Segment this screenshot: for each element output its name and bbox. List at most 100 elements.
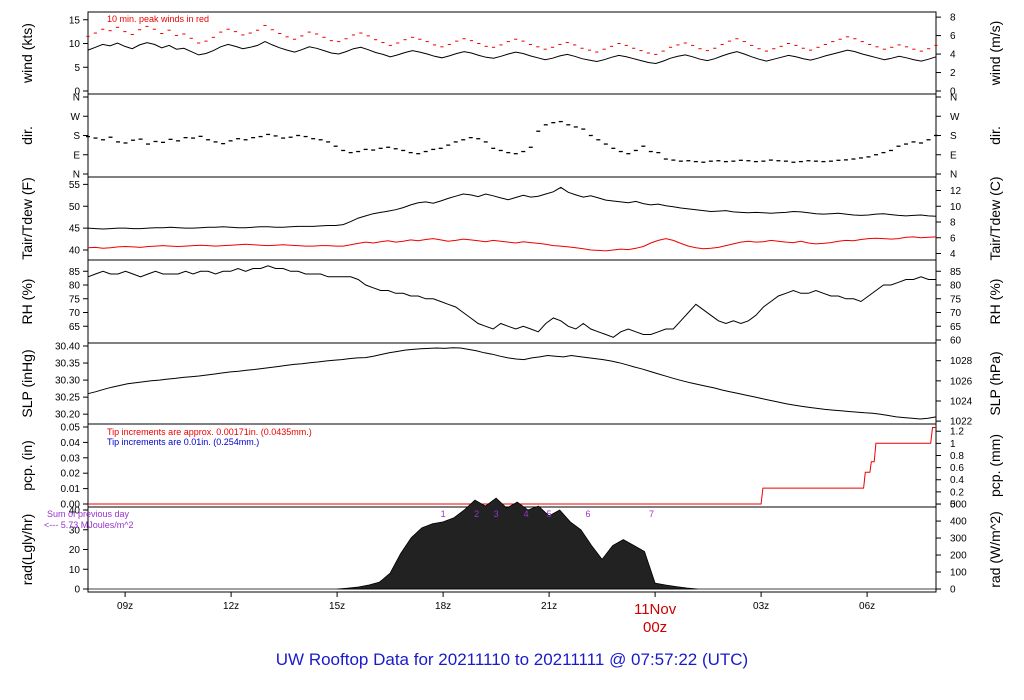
temperature-series-line	[87, 186, 937, 230]
precipitation-right-tick-label: 0.6	[950, 463, 964, 474]
wind-left-label: wind (kts)	[19, 23, 35, 84]
pressure-right-tick-label: 1022	[950, 417, 973, 428]
radiation-right-tick-label: 200	[950, 551, 967, 562]
wind-left-tick-label: 5	[74, 63, 80, 74]
precipitation-note-red: Tip increments are approx. 0.00171in. (0…	[107, 427, 312, 437]
precipitation-left-tick-label: 0.02	[61, 469, 81, 480]
radiation-marker-label: 5	[547, 509, 552, 519]
precipitation-right-tick-label: 0.4	[950, 475, 964, 486]
wind-right-label: wind (m/s)	[987, 21, 1003, 87]
radiation-left-tick-label: 10	[69, 565, 81, 576]
temperature-frame	[87, 176, 937, 261]
direction-left-label: dir.	[19, 126, 35, 145]
precipitation-left-tick-label: 0.03	[61, 453, 81, 464]
wind-right-tick-label: 4	[950, 50, 956, 61]
radiation-left-tick-label: 20	[69, 545, 81, 556]
precipitation-left-tick-label: 0.04	[61, 438, 81, 449]
direction-right-tick-label: N	[950, 93, 957, 104]
panel-precipitation: 0.00 0.01 0.02 0.03 0.04 0.05 0 0.20.40.60.811.…	[19, 423, 1003, 511]
radiation-marker-label: 6	[585, 509, 590, 519]
pressure-right-tick-label: 1026	[950, 376, 973, 387]
direction-left-tick-label: N	[73, 170, 80, 181]
pressure-left-tick-label: 30.30	[55, 376, 80, 387]
precipitation-right-tick-label: 1	[950, 439, 956, 450]
wind-left-tick-label: 15	[69, 15, 81, 26]
pressure-right-tick-label: 1024	[950, 396, 973, 407]
pressure-right-label: SLP (hPa)	[987, 351, 1003, 415]
date-label: 11Nov	[634, 601, 677, 618]
radiation-marker-label: 2	[474, 509, 479, 519]
direction-right-tick-label: W	[950, 112, 960, 123]
direction-right-tick-label: S	[950, 131, 957, 142]
humidity-left-label: RH (%)	[19, 279, 35, 325]
temperature-left-tick-label: 50	[69, 202, 81, 213]
pressure-left-tick-label: 30.40	[55, 342, 80, 353]
humidity-right-tick-label: 60	[950, 336, 962, 347]
radiation-right-tick-label: 400	[950, 517, 967, 528]
x-tick-label: 21z	[541, 601, 557, 612]
radiation-right-tick-label: 0	[950, 585, 956, 596]
temperature-left-tick-label: 40	[69, 246, 81, 257]
pressure-left-label: SLP (inHg)	[19, 349, 35, 417]
precipitation-right-tick-label: 0.8	[950, 451, 964, 462]
date-tick-label: 00z	[643, 619, 667, 636]
direction-right-label: dir.	[987, 126, 1003, 145]
humidity-series-line	[87, 265, 936, 338]
x-tick-label: 03z	[753, 601, 769, 612]
temperature-left-tick-label: 45	[69, 224, 81, 235]
direction-right-tick-label: E	[950, 150, 957, 161]
pressure-left-tick-label: 30.20	[55, 410, 80, 421]
precipitation-left-tick-label: 0.01	[61, 484, 81, 495]
temperature-right-tick-label: 12	[950, 186, 962, 197]
wind-right-tick-label: 8	[950, 13, 956, 24]
precipitation-series-line	[88, 427, 936, 505]
wind-left-tick-label: 0	[74, 87, 80, 98]
wind-series-line	[87, 41, 937, 65]
panel-temperature: 40 45 50 55 4 6 8 10 12 Tair/Tdew (F) Tair/Tdew (C…	[19, 176, 1003, 260]
temperature-right-tick-label: 6	[950, 233, 956, 244]
precipitation-right-tick-label: 0.2	[950, 487, 964, 498]
humidity-left-tick-label: 70	[69, 308, 81, 319]
radiation-note-sum: Sum of previous day	[47, 509, 130, 519]
humidity-right-tick-label: 65	[950, 322, 962, 333]
temperature-right-tick-label: 8	[950, 218, 956, 229]
temperature-right-tick-label: 4	[950, 249, 956, 260]
radiation-right-tick-label: 500	[950, 500, 967, 511]
direction-left-tick-label: W	[71, 112, 81, 123]
humidity-left-tick-label: 80	[69, 281, 81, 292]
precipitation-left-label: pcp. (in)	[19, 440, 35, 491]
wind-left-tick-label: 10	[69, 39, 81, 50]
precipitation-right-label: pcp. (mm)	[987, 434, 1003, 497]
radiation-left-tick-label: 30	[69, 525, 81, 536]
temperature-left-label: Tair/Tdew (F)	[19, 177, 35, 259]
pressure-frame	[87, 342, 937, 425]
temperature-left-tick-label: 55	[69, 180, 81, 191]
radiation-left-tick-label: 40	[69, 506, 81, 517]
direction-frame	[87, 93, 937, 178]
humidity-right-tick-label: 70	[950, 308, 962, 319]
radiation-area	[337, 497, 698, 590]
x-tick-label: 15z	[329, 601, 345, 612]
panel-humidity: 65 70 75 80 85 60 65 70 75 80 85 RH (%) RH (%)	[19, 259, 1003, 347]
panel-wind: 0 5 10 15 0 2 4 6 8 wind (kts) wind (m/s) 10 min. p…	[19, 11, 1003, 98]
radiation-right-tick-label: 300	[950, 534, 967, 545]
direction-left-tick-label: N	[73, 93, 80, 104]
humidity-right-tick-label: 75	[950, 294, 962, 305]
radiation-marker-label: 4	[524, 509, 529, 519]
wind-annotation: 10 min. peak winds in red	[107, 14, 209, 24]
direction-right-tick-label: N	[950, 170, 957, 181]
precipitation-note-blue: Tip increments are 0.01in. (0.254mm.)	[107, 437, 259, 447]
humidity-right-label: RH (%)	[987, 279, 1003, 325]
pressure-series-line	[87, 347, 937, 420]
temperature-right-tick-label: 10	[950, 202, 962, 213]
radiation-right-tick-label: 100	[950, 568, 967, 579]
humidity-right-tick-label: 85	[950, 267, 962, 278]
panel-pressure: 30.20 30.25 30.30 30.35 30.40 1022 1024 1026 102…	[19, 342, 1003, 428]
x-axis: 09z 12z 15z 18z 21z 03z 06z	[117, 592, 875, 612]
precipitation-left-tick-label: 0.05	[61, 423, 81, 434]
x-tick-label: 09z	[117, 601, 133, 612]
direction-left-tick-label: S	[73, 131, 80, 142]
pressure-left-tick-label: 30.35	[55, 359, 80, 370]
